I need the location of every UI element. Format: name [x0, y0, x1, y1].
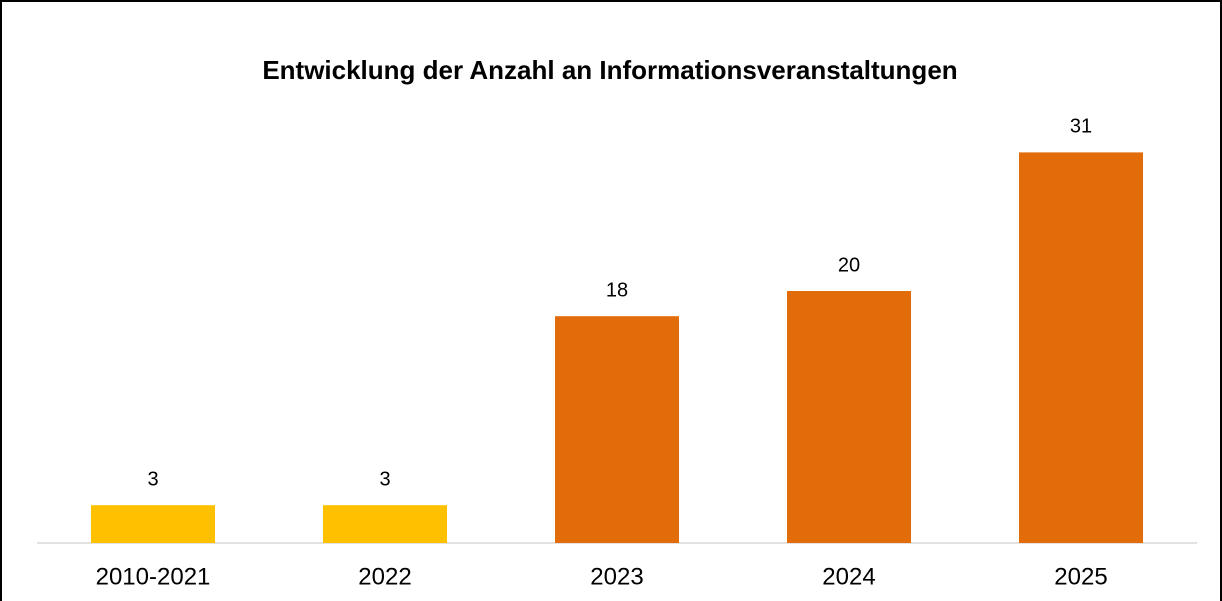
data-label: 20 — [838, 254, 860, 276]
x-tick-label: 2010-2021 — [96, 563, 211, 590]
x-tick-label: 2025 — [1054, 563, 1107, 590]
data-label: 3 — [379, 468, 390, 490]
bar — [1019, 152, 1143, 543]
x-tick-label: 2023 — [590, 563, 643, 590]
x-tick-label: 2022 — [358, 563, 411, 590]
data-label: 18 — [606, 279, 628, 301]
data-label: 31 — [1070, 116, 1092, 138]
chart-title: Entwicklung der Anzahl an Informationsve… — [262, 55, 957, 85]
bar — [91, 505, 215, 543]
bar — [787, 291, 911, 543]
data-label: 3 — [147, 468, 158, 490]
bar — [555, 316, 679, 543]
bar — [323, 505, 447, 543]
x-tick-label: 2024 — [822, 563, 875, 590]
